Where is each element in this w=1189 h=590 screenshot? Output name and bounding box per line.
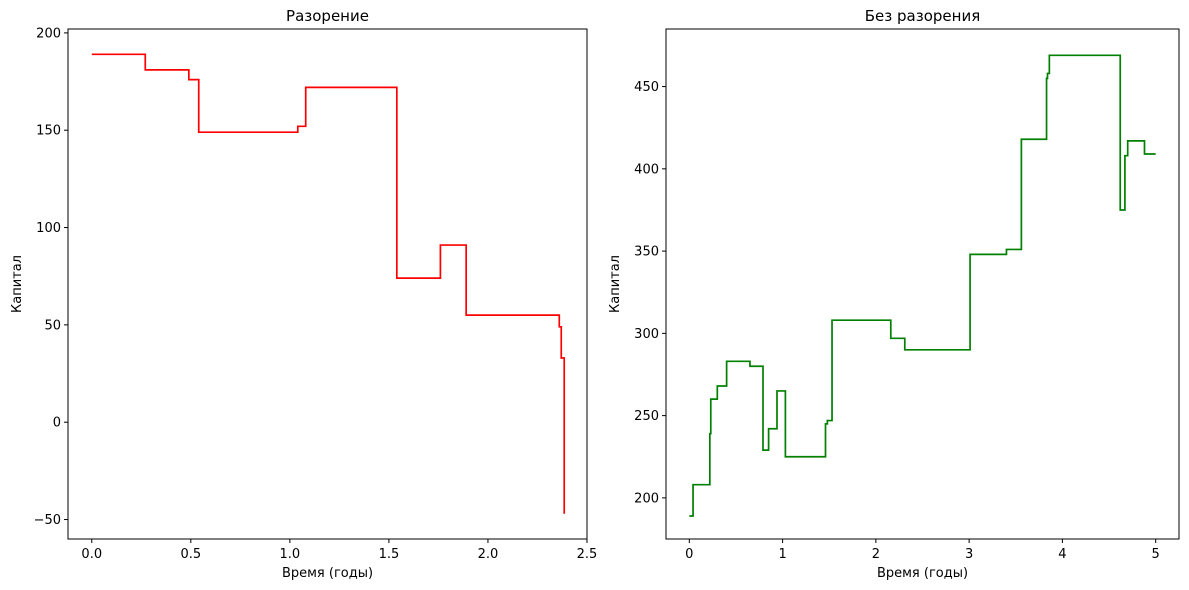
chart-no-ruin: 0 1 2 3 4 5 200 250 300 350 400 450 Без разорения Вре…: [608, 7, 1180, 581]
x-tick-label: 1: [778, 547, 786, 562]
y-tick-label: 200: [36, 26, 61, 41]
series-line-0: [91, 53, 566, 514]
x-tick-label: 2: [872, 547, 880, 562]
chart-title: Разорение: [286, 7, 369, 25]
y-tick-label: −50: [34, 513, 61, 528]
x-tick-label: 0.0: [81, 547, 102, 562]
chart-title: Без разорения: [865, 7, 980, 25]
x-tick-label: 2.5: [577, 547, 598, 562]
x-tick-label: 5: [1152, 547, 1160, 562]
x-tick-label: 3: [965, 547, 973, 562]
y-tick-label: 300: [634, 327, 659, 342]
x-tick-label: 4: [1058, 547, 1066, 562]
y-tick-label: 50: [44, 318, 61, 333]
chart-ruin: 0.0 0.5 1.0 1.5 2.0 2.5 −50 0 50 100 150 200 Разорен…: [10, 7, 597, 581]
y-tick-label: 400: [634, 162, 659, 177]
axes-frame: [67, 28, 588, 540]
y-tick-label: 0: [53, 416, 61, 431]
y-axis-label: Капитал: [608, 255, 623, 313]
x-tick-label: 0.5: [180, 547, 201, 562]
y-tick-label: 350: [634, 245, 659, 260]
y-tick-label: 450: [634, 80, 659, 95]
series-line-0: [689, 54, 1156, 517]
axes-frame: [665, 28, 1180, 540]
y-axis-label: Капитал: [10, 255, 25, 313]
x-tick-label: 1.0: [280, 547, 301, 562]
y-tick-label: 250: [634, 409, 659, 424]
y-tick-label: 100: [36, 221, 61, 236]
x-tick-label: 1.5: [379, 547, 400, 562]
x-tick-label: 0: [685, 547, 693, 562]
y-tick-label: 150: [36, 124, 61, 139]
x-axis-label: Время (годы): [877, 566, 968, 581]
x-axis-label: Время (годы): [282, 566, 373, 581]
y-tick-label: 200: [634, 491, 659, 506]
x-tick-label: 2.0: [478, 547, 499, 562]
